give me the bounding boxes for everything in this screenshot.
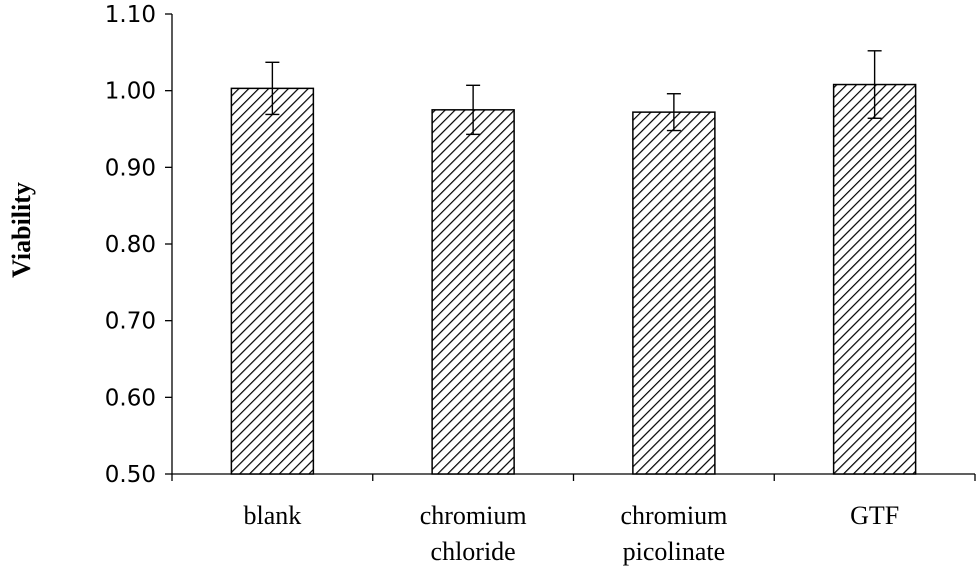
y-tick-label: 0.90 [105,155,156,181]
x-category-label: chromium [420,501,527,530]
x-category-label: picolinate [623,537,726,566]
x-category-label: blank [243,501,301,530]
y-tick-label: 1.10 [105,2,156,28]
y-axis-title: Viability [7,182,36,278]
x-category-label: chromium [620,501,727,530]
x-category-label: GTF [850,501,899,530]
y-tick-label: 0.50 [105,462,156,488]
bar [230,87,315,475]
bar [832,83,917,475]
y-tick-label: 1.00 [105,79,156,105]
y-tick-label: 0.60 [105,385,156,411]
x-category-label: chloride [431,537,516,566]
labels-group: blank chromium chloride chromium picolinate G… [243,501,899,566]
bar [632,111,716,475]
y-tick-label: 0.80 [105,232,156,258]
axes: 0.50 0.60 0.70 0.80 0.90 1.00 1.10 [105,2,976,488]
y-tick-label: 0.70 [105,309,156,335]
bar [431,109,515,475]
bars-group [230,50,917,475]
